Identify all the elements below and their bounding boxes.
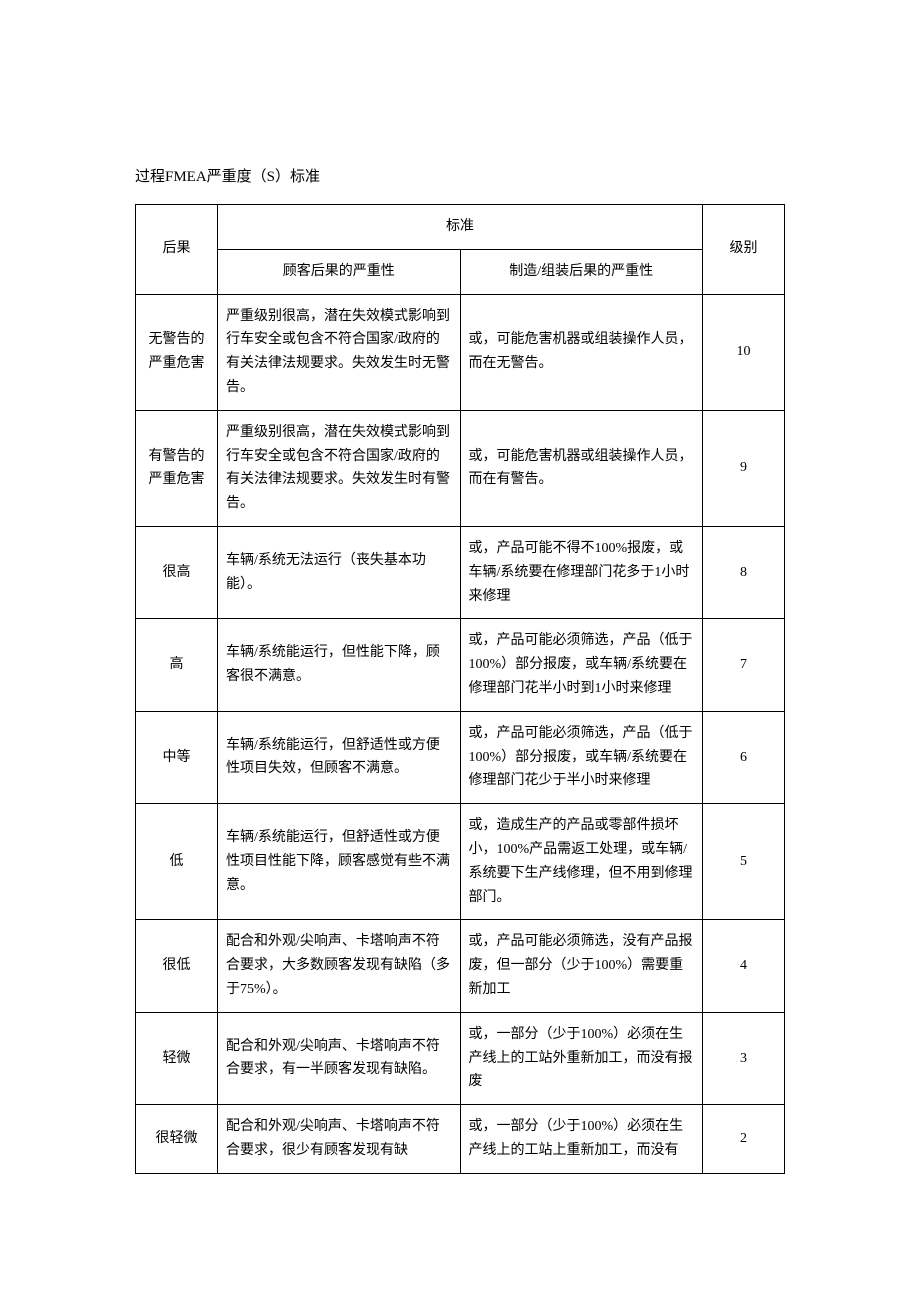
cell-customer: 车辆/系统能运行，但舒适性或方便性项目失效，但顾客不满意。 — [218, 711, 461, 803]
table-row: 很轻微 配合和外观/尖响声、卡塔响声不符合要求，很少有顾客发现有缺 或，一部分（… — [136, 1105, 785, 1174]
table-row: 有警告的严重危害 严重级别很高，潜在失效模式影响到行车安全或包含不符合国家/政府… — [136, 410, 785, 526]
cell-manufacturing: 或，产品可能不得不100%报废，或车辆/系统要在修理部门花多于1小时来修理 — [460, 526, 703, 618]
cell-manufacturing: 或，可能危害机器或组装操作人员，而在无警告。 — [460, 294, 703, 410]
cell-manufacturing: 或，产品可能必须筛选，没有产品报废，但一部分（少于100%）需要重新加工 — [460, 920, 703, 1012]
cell-consequence: 高 — [136, 619, 218, 711]
cell-rank: 7 — [703, 619, 785, 711]
cell-manufacturing: 或，一部分（少于100%）必须在生产线上的工站外重新加工，而没有报废 — [460, 1012, 703, 1104]
cell-rank: 5 — [703, 804, 785, 920]
cell-consequence: 有警告的严重危害 — [136, 410, 218, 526]
header-customer-severity: 顾客后果的严重性 — [218, 249, 461, 294]
table-row: 无警告的严重危害 严重级别很高，潜在失效模式影响到行车安全或包含不符合国家/政府… — [136, 294, 785, 410]
cell-customer: 车辆/系统无法运行（丧失基本功能）。 — [218, 526, 461, 618]
cell-consequence: 很高 — [136, 526, 218, 618]
cell-manufacturing: 或，可能危害机器或组装操作人员，而在有警告。 — [460, 410, 703, 526]
cell-manufacturing: 或，一部分（少于100%）必须在生产线上的工站上重新加工，而没有 — [460, 1105, 703, 1174]
fmea-severity-table: 后果 标准 级别 顾客后果的严重性 制造/组装后果的严重性 无警告的严重危害 严… — [135, 204, 785, 1174]
cell-rank: 8 — [703, 526, 785, 618]
cell-consequence: 轻微 — [136, 1012, 218, 1104]
cell-rank: 10 — [703, 294, 785, 410]
cell-consequence: 很低 — [136, 920, 218, 1012]
cell-rank: 3 — [703, 1012, 785, 1104]
cell-rank: 9 — [703, 410, 785, 526]
cell-manufacturing: 或，造成生产的产品或零部件损坏小，100%产品需返工处理，或车辆/系统要下生产线… — [460, 804, 703, 920]
cell-customer: 严重级别很高，潜在失效模式影响到行车安全或包含不符合国家/政府的有关法律法规要求… — [218, 410, 461, 526]
table-row: 很低 配合和外观/尖响声、卡塔响声不符合要求，大多数顾客发现有缺陷（多于75%）… — [136, 920, 785, 1012]
cell-consequence: 低 — [136, 804, 218, 920]
cell-rank: 6 — [703, 711, 785, 803]
cell-customer: 车辆/系统能运行，但舒适性或方便性项目性能下降，顾客感觉有些不满意。 — [218, 804, 461, 920]
cell-customer: 车辆/系统能运行，但性能下降，顾客很不满意。 — [218, 619, 461, 711]
cell-customer: 严重级别很高，潜在失效模式影响到行车安全或包含不符合国家/政府的有关法律法规要求… — [218, 294, 461, 410]
cell-customer: 配合和外观/尖响声、卡塔响声不符合要求，有一半顾客发现有缺陷。 — [218, 1012, 461, 1104]
table-row: 低 车辆/系统能运行，但舒适性或方便性项目性能下降，顾客感觉有些不满意。 或，造… — [136, 804, 785, 920]
cell-consequence: 无警告的严重危害 — [136, 294, 218, 410]
table-row: 很高 车辆/系统无法运行（丧失基本功能）。 或，产品可能不得不100%报废，或车… — [136, 526, 785, 618]
header-rank: 级别 — [703, 205, 785, 295]
cell-rank: 2 — [703, 1105, 785, 1174]
cell-consequence: 很轻微 — [136, 1105, 218, 1174]
table-row: 轻微 配合和外观/尖响声、卡塔响声不符合要求，有一半顾客发现有缺陷。 或，一部分… — [136, 1012, 785, 1104]
header-standard: 标准 — [218, 205, 703, 250]
cell-customer: 配合和外观/尖响声、卡塔响声不符合要求，很少有顾客发现有缺 — [218, 1105, 461, 1174]
header-manufacturing-severity: 制造/组装后果的严重性 — [460, 249, 703, 294]
table-header-row-2: 顾客后果的严重性 制造/组装后果的严重性 — [136, 249, 785, 294]
table-header-row-1: 后果 标准 级别 — [136, 205, 785, 250]
table-row: 中等 车辆/系统能运行，但舒适性或方便性项目失效，但顾客不满意。 或，产品可能必… — [136, 711, 785, 803]
cell-rank: 4 — [703, 920, 785, 1012]
cell-manufacturing: 或，产品可能必须筛选，产品（低于100%）部分报废，或车辆/系统要在修理部门花少… — [460, 711, 703, 803]
table-row: 高 车辆/系统能运行，但性能下降，顾客很不满意。 或，产品可能必须筛选，产品（低… — [136, 619, 785, 711]
cell-manufacturing: 或，产品可能必须筛选，产品（低于100%）部分报废，或车辆/系统要在修理部门花半… — [460, 619, 703, 711]
header-consequence: 后果 — [136, 205, 218, 295]
cell-customer: 配合和外观/尖响声、卡塔响声不符合要求，大多数顾客发现有缺陷（多于75%）。 — [218, 920, 461, 1012]
document-title: 过程FMEA严重度（S）标准 — [135, 165, 785, 186]
cell-consequence: 中等 — [136, 711, 218, 803]
